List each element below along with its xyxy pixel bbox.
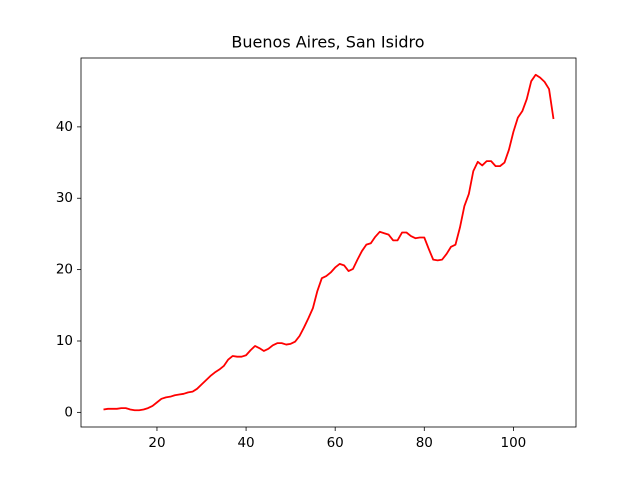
- y-tick-label: 10: [56, 333, 73, 349]
- y-tick-label: 40: [56, 119, 73, 135]
- chart-title: Buenos Aires, San Isidro: [231, 33, 424, 52]
- x-tick-label: 40: [237, 435, 254, 451]
- y-tick-label: 20: [56, 262, 73, 278]
- data-line: [103, 73, 555, 412]
- x-tick-label: 100: [501, 435, 527, 451]
- axes-frame: [80, 57, 577, 428]
- y-tick-label: 0: [64, 404, 73, 420]
- x-tick-label: 80: [416, 435, 433, 451]
- x-tick-label: 60: [327, 435, 344, 451]
- x-tick-label: 20: [148, 435, 165, 451]
- y-tick-label: 30: [56, 190, 73, 206]
